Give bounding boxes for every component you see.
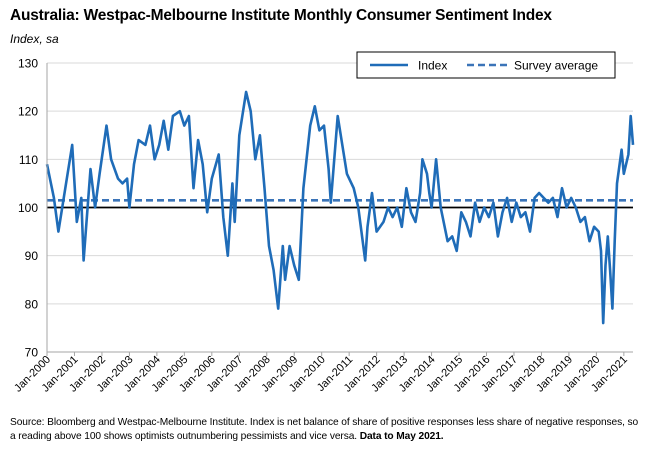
legend-index-label: Index (418, 59, 447, 73)
data-note: Data to May 2021. (359, 431, 444, 442)
y-tick-label: 80 (25, 297, 39, 311)
chart-title: Australia: Westpac-Melbourne Institute M… (10, 7, 552, 24)
index-series-layer (45, 90, 635, 325)
y-tick-label: 130 (18, 57, 38, 71)
x-axis: Jan-2000Jan-2001Jan-2002Jan-2003Jan-2004… (12, 352, 630, 395)
y-axis: 70 80 90 100 110 120 130 (18, 57, 633, 360)
y-tick-label: 90 (25, 249, 39, 263)
y-tick-label: 110 (19, 153, 38, 167)
index-series-line (45, 90, 635, 325)
y-tick-label: 120 (18, 105, 38, 119)
y-tick-label: 100 (18, 201, 38, 215)
y-tick-label: 70 (25, 346, 39, 360)
legend-average-label: Survey average (514, 59, 598, 73)
legend: Index Survey average (356, 51, 616, 79)
chart-subtitle: Index, sa (10, 32, 59, 46)
source-text: Source: Bloomberg and Westpac-Melbourne … (10, 417, 639, 442)
grid-lines (47, 62, 633, 305)
source-note: Source: Bloomberg and Westpac-Melbourne … (10, 416, 640, 444)
